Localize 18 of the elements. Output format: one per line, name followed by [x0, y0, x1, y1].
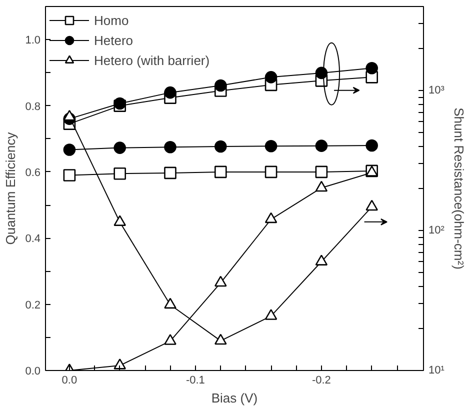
y2-tick-label: 10¹: [428, 364, 445, 376]
y2-tick-label: 10²: [428, 224, 445, 237]
x-axis-title: Bias (V): [211, 390, 258, 406]
x-tick-label: 0.0: [62, 374, 78, 386]
legend-label: Hetero (with barrier): [94, 52, 210, 68]
y-tick-label: 0.2: [25, 299, 41, 312]
x-tick-label: -0.2: [312, 374, 331, 386]
y-axis-title: Quantum Efficiency: [3, 132, 18, 245]
x-tick-label: -0.1: [186, 374, 205, 386]
y2-axis-title: Shunt Resistance(ohm-cm²): [451, 108, 466, 270]
y-tick-label: 1.0: [25, 34, 41, 47]
y-tick-label: 0.6: [25, 166, 41, 179]
y-tick-label: 0.0: [25, 366, 41, 378]
y2-tick-label: 10³: [428, 84, 445, 97]
y-tick-label: 0.8: [25, 100, 41, 113]
legend-label: Hetero: [94, 32, 134, 48]
y-tick-label: 0.4: [25, 233, 41, 246]
legend-label: Homo: [94, 12, 129, 28]
